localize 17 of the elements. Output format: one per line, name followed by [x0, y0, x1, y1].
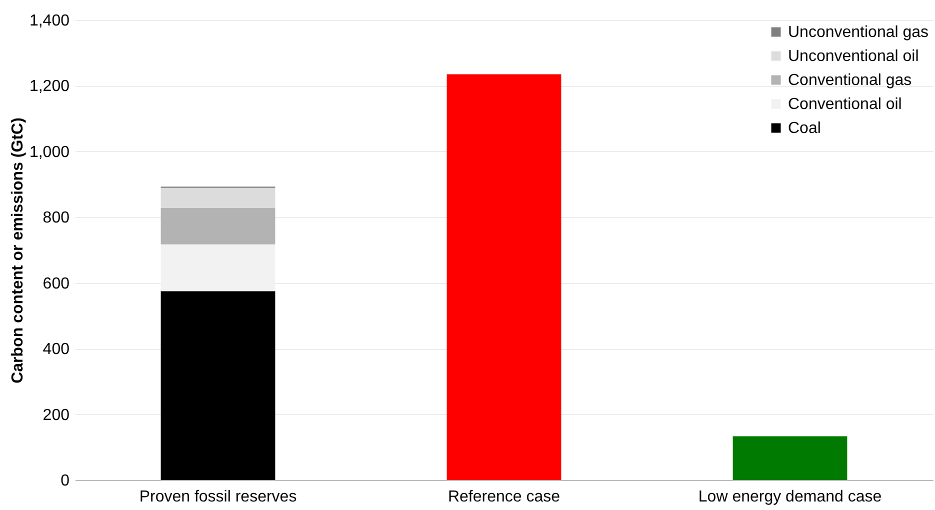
- y-tick-label: 600: [42, 275, 70, 292]
- legend-label: Conventional gas: [788, 72, 912, 89]
- y-tick-label: 400: [42, 341, 70, 358]
- y-axis-title: Carbon content or emissions (GtC): [9, 118, 26, 384]
- x-tick-label: Proven fossil reserves: [139, 488, 297, 506]
- legend-label: Conventional oil: [788, 96, 902, 113]
- legend-label: Unconventional oil: [788, 48, 919, 65]
- y-tick-label: 200: [42, 406, 70, 424]
- y-tick-label: 0: [60, 472, 70, 490]
- y-tick-label: 1,400: [29, 12, 70, 30]
- legend-label: Unconventional gas: [788, 24, 929, 41]
- y-tick-label: 800: [42, 210, 70, 227]
- y-tick-label: 1,000: [29, 144, 70, 161]
- x-tick-label: Reference case: [448, 488, 560, 506]
- y-tick-label: 1,200: [29, 78, 70, 96]
- legend-label: Coal: [788, 120, 821, 137]
- x-tick-label: Low energy demand case: [698, 488, 882, 506]
